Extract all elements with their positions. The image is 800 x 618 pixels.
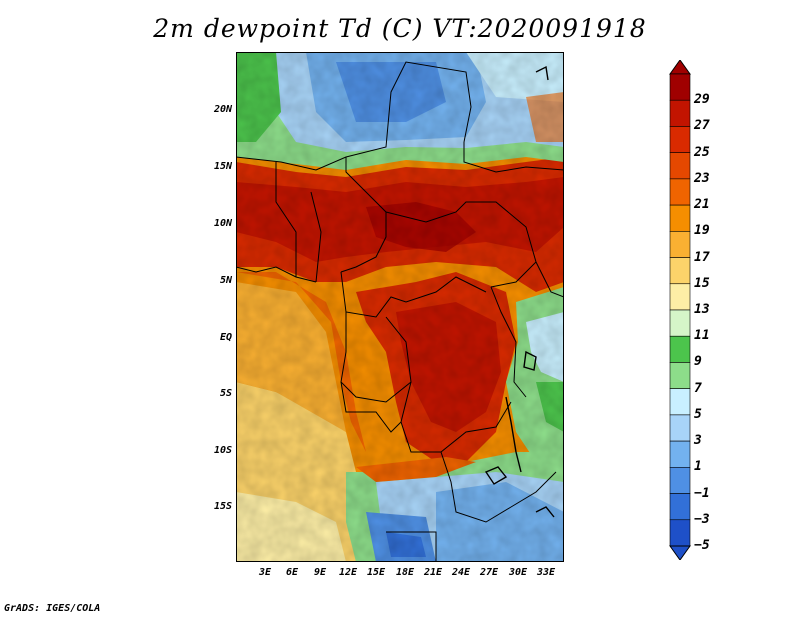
colorbar-min-arrow [669,545,691,560]
colorbar-swatch [669,126,691,153]
colorbar-label: 7 [694,380,702,396]
colorbar-label: 5 [694,406,702,422]
colorbar-swatch [669,362,691,389]
colorbar-label: 23 [694,170,710,186]
colorbar-label: 21 [694,197,710,213]
colorbar-label: 13 [694,302,710,317]
lon-label: 18E [395,567,415,578]
colorbar-swatch [669,335,691,363]
lat-label: 15S [213,501,232,512]
lon-label: 15E [366,567,386,578]
colorbar-label: 1 [694,459,702,475]
colorbar-label: 27 [694,118,710,134]
colorbar-swatch [669,440,691,468]
lat-label: 5N [219,275,232,286]
lon-label: 24E [451,567,471,578]
colorbar-swatch [669,99,691,127]
lon-label: 30E [508,567,528,578]
colorbar-swatch [669,519,691,547]
map-title: 2m dewpoint Td (C) VT:2020091918 [153,14,647,43]
colorbar-swatch [669,152,691,180]
colorbar-swatch [669,467,691,494]
colorbar-swatch [669,388,691,416]
lon-label: 9E [313,567,327,578]
dewpoint-map [236,52,564,562]
lon-label: 33E [536,567,556,578]
colorbar-label: −3 [694,511,710,527]
lon-label: 12E [338,567,358,578]
lon-label: 21E [423,567,443,578]
lon-label: 27E [479,567,499,578]
lat-label: 10S [213,445,232,456]
colorbar-swatch [669,73,691,101]
map-canvas [236,52,564,562]
colorbar-label: 19 [694,223,710,239]
credit-text: GrADS: IGES/COLA [4,603,101,614]
colorbar-label: 3 [694,433,702,449]
colorbar-swatch [669,283,691,311]
colorbar-label: 29 [694,92,710,108]
colorbar-swatch [669,309,691,337]
colorbar-label: 9 [694,354,702,370]
colorbar-swatch [669,231,691,258]
lon-label: 3E [258,567,272,578]
lat-label: EQ [219,332,232,343]
colorbar-label: −1 [694,485,710,501]
lat-label: 10N [213,218,232,229]
colorbar-swatch [669,493,691,521]
colorbar-swatch [669,204,691,232]
lat-label: 15N [213,161,232,172]
colorbar-swatch [669,257,691,285]
colorbar [669,60,691,560]
colorbar-label: 25 [694,144,710,160]
colorbar-label: 17 [694,249,710,265]
colorbar-label: 15 [694,275,710,291]
colorbar-swatch [669,178,691,206]
colorbar-max-arrow [669,60,691,75]
lat-label: 5S [219,388,232,399]
lat-label: 20N [213,104,232,115]
colorbar-swatch [669,414,691,442]
lon-label: 6E [285,567,299,578]
colorbar-label: −5 [694,538,710,553]
colorbar-label: 11 [694,328,710,344]
